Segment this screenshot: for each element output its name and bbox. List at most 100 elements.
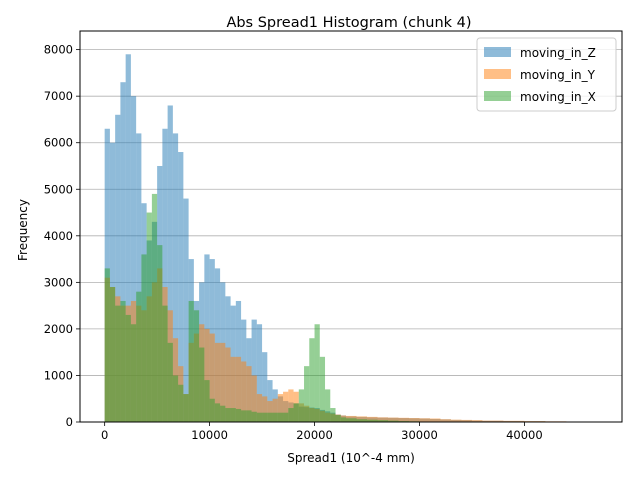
y-tick-label-0: 0 <box>66 415 73 429</box>
bar-moving_in_X-27 <box>246 410 252 422</box>
bar-moving_in_Y-26 <box>241 361 247 422</box>
series-moving_in_X <box>104 193 504 422</box>
bar-moving_in_X-47 <box>356 419 368 422</box>
bar-moving_in_X-1 <box>109 287 116 422</box>
bar-moving_in_X-42 <box>325 389 331 422</box>
bar-moving_in_Y-32 <box>272 398 278 422</box>
bar-moving_in_X-14 <box>178 384 184 422</box>
y-axis-label: Frequency <box>16 199 30 261</box>
bar-moving_in_X-11 <box>162 305 168 422</box>
bar-moving_in_Z-14 <box>178 152 184 422</box>
bar-moving_in_Y-57 <box>461 419 472 422</box>
bar-moving_in_X-49 <box>377 420 388 422</box>
bar-moving_in_Z-1 <box>109 142 116 422</box>
x-tick-label-0: 0 <box>101 428 108 442</box>
bar-moving_in_X-28 <box>251 411 257 422</box>
bar-moving_in_X-0 <box>104 268 110 422</box>
y-tick-label-8: 8000 <box>44 43 73 57</box>
bar-moving_in_Z-30 <box>262 352 268 422</box>
x-axis-label: Spread1 (10^-4 mm) <box>287 451 415 465</box>
bar-moving_in_X-13 <box>172 375 179 422</box>
bar-moving_in_Y-52 <box>408 418 420 422</box>
bar-moving_in_X-12 <box>167 342 173 422</box>
bar-moving_in_Z-11 <box>162 128 168 422</box>
y-tick-label-5: 5000 <box>44 182 73 196</box>
bar-moving_in_Y-49 <box>377 417 388 422</box>
bar-moving_in_X-25 <box>235 408 242 422</box>
bar-moving_in_X-24 <box>230 408 236 422</box>
bar-moving_in_X-43 <box>330 408 336 422</box>
y-tick-label-3: 3000 <box>44 275 73 289</box>
bar-moving_in_X-15 <box>183 394 189 422</box>
bar-moving_in_X-35 <box>288 408 294 422</box>
x-tick-label-2: 20000 <box>296 428 333 442</box>
bar-moving_in_Y-48 <box>367 416 378 422</box>
legend-label-z: moving_in_Z <box>520 46 596 60</box>
bar-moving_in_X-5 <box>130 324 137 422</box>
bar-moving_in_Y-35 <box>288 389 294 422</box>
bar-moving_in_Y-19 <box>204 328 210 422</box>
bar-moving_in_Y-22 <box>220 342 226 422</box>
bar-moving_in_X-50 <box>387 420 399 422</box>
bar-moving_in_Y-30 <box>262 396 268 422</box>
bar-moving_in_X-7 <box>141 254 147 422</box>
bar-moving_in_X-31 <box>267 412 273 422</box>
bar-moving_in_Y-51 <box>398 417 409 422</box>
bar-moving_in_X-40 <box>314 324 320 422</box>
bar-moving_in_X-6 <box>136 291 142 422</box>
legend-swatch-x <box>484 91 511 101</box>
legend-label-x: moving_in_X <box>520 90 596 104</box>
bar-moving_in_X-4 <box>125 314 131 422</box>
bar-moving_in_Z-2 <box>115 114 121 423</box>
bar-moving_in_Z-5 <box>130 96 137 423</box>
bar-moving_in_X-46 <box>346 418 357 422</box>
bar-moving_in_Y-27 <box>246 366 252 422</box>
bar-moving_in_Z-3 <box>120 82 126 422</box>
bar-moving_in_X-22 <box>220 405 226 422</box>
bar-moving_in_Y-29 <box>256 394 263 422</box>
bar-moving_in_X-45 <box>340 417 347 422</box>
histogram-bars <box>104 54 567 423</box>
bar-moving_in_X-9 <box>151 193 158 422</box>
bar-moving_in_Z-29 <box>256 324 263 422</box>
bar-moving_in_Y-33 <box>277 394 284 422</box>
bar-moving_in_X-33 <box>277 412 284 422</box>
bar-moving_in_Y-50 <box>387 417 399 422</box>
bar-moving_in_X-34 <box>283 412 289 422</box>
bar-moving_in_X-41 <box>319 356 326 422</box>
bar-moving_in_X-26 <box>241 410 247 422</box>
bar-moving_in_Y-23 <box>225 347 231 422</box>
bar-moving_in_X-3 <box>120 300 126 422</box>
legend-swatch-z <box>484 47 511 57</box>
bar-moving_in_X-19 <box>204 380 210 422</box>
y-tick-label-2: 2000 <box>44 322 73 336</box>
bar-moving_in_X-48 <box>367 419 378 422</box>
bar-moving_in_Z-15 <box>183 198 189 422</box>
legend-swatch-y <box>484 69 511 79</box>
y-tick-label-7: 7000 <box>44 89 73 103</box>
bar-moving_in_X-10 <box>157 245 163 422</box>
bar-moving_in_Y-58 <box>471 420 483 422</box>
bar-moving_in_Y-31 <box>267 401 273 422</box>
bar-moving_in_X-39 <box>309 338 315 422</box>
bar-moving_in_X-17 <box>193 310 200 422</box>
bar-moving_in_X-23 <box>225 408 231 422</box>
bar-moving_in_Y-28 <box>251 375 257 422</box>
bar-moving_in_Y-25 <box>235 356 242 422</box>
x-axis-ticks: 0 10000 20000 30000 40000 <box>101 422 543 442</box>
x-tick-label-3: 30000 <box>401 428 438 442</box>
bar-moving_in_Y-56 <box>450 419 462 422</box>
y-axis-ticks: 0 1000 2000 3000 4000 5000 6000 7000 8000 <box>44 43 80 429</box>
bar-moving_in_X-44 <box>335 415 341 422</box>
x-tick-label-4: 40000 <box>506 428 543 442</box>
bar-moving_in_X-37 <box>298 389 305 422</box>
legend: moving_in_Z moving_in_Y moving_in_X <box>476 37 617 112</box>
bar-moving_in_Y-34 <box>283 391 289 422</box>
bar-moving_in_X-38 <box>304 366 310 422</box>
x-tick-label-1: 10000 <box>191 428 228 442</box>
bar-moving_in_Z-13 <box>172 133 179 422</box>
bar-moving_in_X-30 <box>262 412 268 422</box>
bar-moving_in_X-18 <box>199 347 205 422</box>
bar-moving_in_Y-21 <box>214 342 221 422</box>
